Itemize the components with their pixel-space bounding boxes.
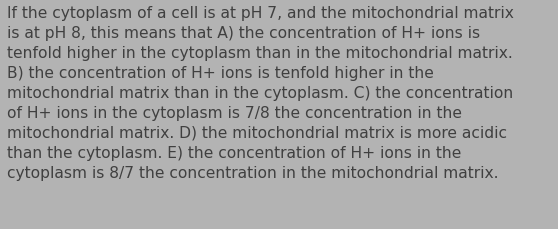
Text: If the cytoplasm of a cell is at pH 7, and the mitochondrial matrix
is at pH 8, : If the cytoplasm of a cell is at pH 7, a…	[7, 6, 513, 180]
